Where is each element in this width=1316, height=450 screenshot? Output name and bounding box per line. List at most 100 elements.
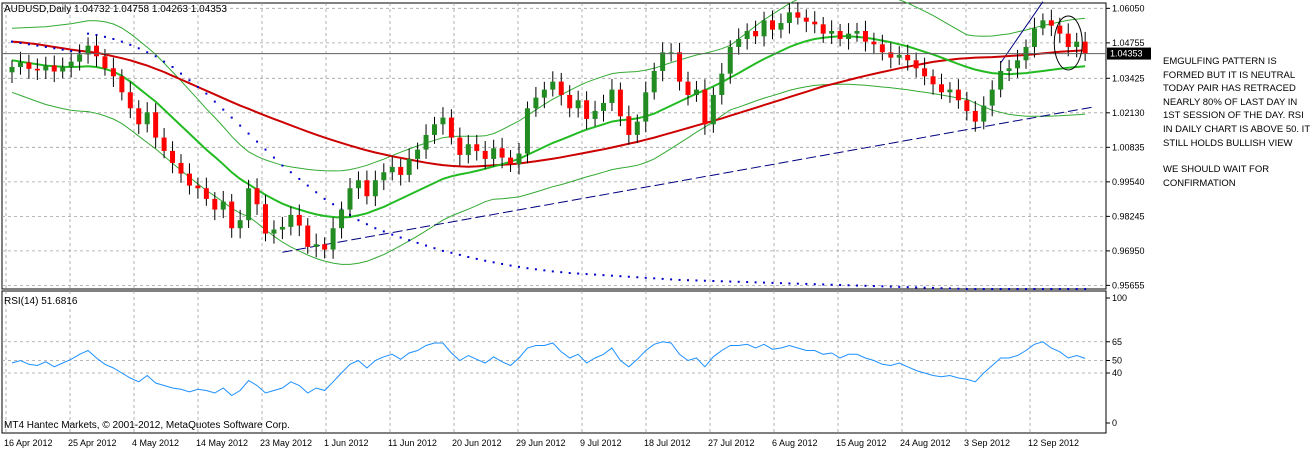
rsi-tick-label: 100 <box>1112 293 1127 303</box>
sar-dot <box>703 279 706 282</box>
bull-candle <box>998 70 1004 90</box>
sar-dot <box>492 261 495 264</box>
sar-dot <box>95 33 98 36</box>
sar-dot <box>1075 288 1078 290</box>
sar-dot <box>974 288 977 290</box>
bull-candle <box>1015 60 1021 69</box>
price-grid <box>2 3 1106 289</box>
time-tick-label: 16 Apr 2012 <box>4 438 53 448</box>
bull-candle <box>220 201 226 210</box>
bear-candle <box>1048 20 1054 26</box>
sar-dot <box>898 285 901 288</box>
bear-candle <box>212 198 218 210</box>
time-tick-label: 11 Jun 2012 <box>388 438 437 448</box>
bear-candle <box>626 116 632 135</box>
bull-candle <box>491 148 497 159</box>
bear-candle <box>1057 25 1063 34</box>
bull-candle <box>237 220 243 229</box>
parabolic-sar <box>11 32 1087 290</box>
sar-dot <box>813 283 816 286</box>
sar-dot <box>70 49 73 52</box>
sar-dot <box>357 219 360 222</box>
sar-dot <box>264 148 267 151</box>
sar-dot <box>53 47 56 50</box>
rally-trendline <box>1000 1 1044 64</box>
bear-candle <box>702 89 708 125</box>
bull-candle <box>533 97 539 109</box>
candles <box>9 2 1088 259</box>
bear-candle <box>905 54 911 61</box>
bear-candle <box>753 30 759 37</box>
sar-dot <box>484 259 487 262</box>
bear-candle <box>820 24 826 34</box>
bull-candle <box>524 108 530 154</box>
bull-candle <box>660 52 666 71</box>
bear-candle <box>102 56 108 69</box>
bear-candle <box>972 110 978 122</box>
sar-dot <box>670 278 673 281</box>
bull-candle <box>736 38 742 47</box>
bull-candle <box>516 153 522 165</box>
commentary-paragraph-1: EMGULFING PATTERN IS FORMED BUT IT IS NE… <box>1163 56 1310 149</box>
sar-dot <box>475 257 478 260</box>
sar-dot <box>374 227 377 230</box>
bull-candle <box>601 102 606 111</box>
bull-candle <box>541 89 547 98</box>
time-tick-label: 4 May 2012 <box>132 438 179 448</box>
bear-candle <box>322 244 328 250</box>
time-tick-label: 6 Aug 2012 <box>772 438 818 448</box>
time-tick-label: 23 May 2012 <box>260 438 312 448</box>
sar-dot <box>433 247 436 250</box>
bull-candle <box>846 33 852 39</box>
sar-dot <box>458 253 461 256</box>
bull-candle <box>592 110 598 119</box>
sar-dot <box>441 249 444 252</box>
bull-candle <box>347 188 353 210</box>
sar-dot <box>796 282 799 285</box>
bull-candle <box>634 121 640 135</box>
sar-dot <box>585 273 588 276</box>
sar-dot <box>610 274 613 277</box>
sar-dot <box>856 284 858 287</box>
sar-dot <box>103 35 106 38</box>
sar-dot <box>746 281 749 284</box>
bear-candle <box>178 162 184 174</box>
price-tick-label: 0.96950 <box>1112 246 1145 256</box>
sar-dot <box>982 288 985 290</box>
sar-dot <box>948 287 951 290</box>
bear-candle <box>186 173 192 186</box>
price-tick-label: 1.03425 <box>1112 73 1145 83</box>
sar-dot <box>425 244 428 247</box>
bear-candle <box>862 30 868 42</box>
bull-candle <box>432 124 437 135</box>
bear-candle <box>837 30 843 39</box>
bear-candle <box>888 52 894 58</box>
sar-dot <box>568 272 571 275</box>
bear-candle <box>685 81 691 95</box>
bull-candle <box>355 180 361 189</box>
sar-dot <box>779 282 782 285</box>
sar-dot <box>36 44 39 47</box>
sar-dot <box>754 281 757 284</box>
sar-dot <box>1008 288 1011 290</box>
bull-candle <box>77 54 83 62</box>
copyright-text: MT4 Hantec Markets, © 2001-2012, MetaQuo… <box>4 420 290 431</box>
bear-candle <box>1065 33 1071 47</box>
sar-dot <box>881 285 884 288</box>
time-tick-label: 24 Aug 2012 <box>900 438 951 448</box>
bear-candle <box>474 144 480 151</box>
sar-dot <box>551 270 554 273</box>
bull-candle <box>778 22 784 30</box>
sar-dot <box>1058 288 1061 290</box>
bull-candle <box>668 52 674 54</box>
sar-dot <box>872 285 875 288</box>
bear-candle <box>254 188 260 205</box>
sar-dot <box>560 271 563 274</box>
bear-candle <box>398 166 404 175</box>
sar-dot <box>940 287 943 290</box>
bull-candle <box>744 30 750 39</box>
bear-candle <box>110 68 116 77</box>
sar-dot <box>830 283 833 286</box>
fast-moving-average-line <box>11 35 1086 219</box>
